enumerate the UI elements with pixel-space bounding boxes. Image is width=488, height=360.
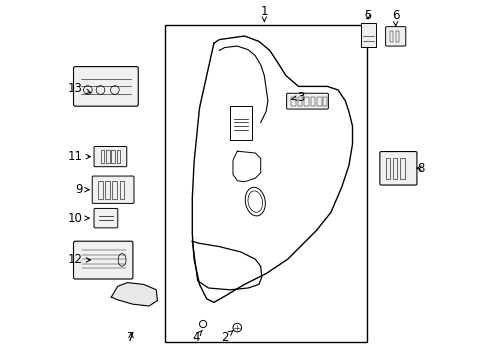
Bar (399, 158, 404, 179)
FancyBboxPatch shape (94, 208, 118, 228)
FancyBboxPatch shape (286, 93, 328, 109)
Text: 2: 2 (221, 330, 233, 344)
FancyBboxPatch shape (92, 176, 134, 203)
Bar (395, 31, 398, 42)
Text: 1: 1 (260, 5, 267, 21)
Text: 10: 10 (67, 212, 89, 225)
Bar (117, 150, 120, 163)
Text: 9: 9 (75, 183, 89, 196)
Text: 12: 12 (67, 253, 90, 266)
Bar (310, 97, 314, 106)
Bar (385, 158, 389, 179)
Bar (112, 181, 117, 199)
Bar (392, 158, 397, 179)
Bar (291, 97, 295, 106)
Bar (304, 97, 308, 106)
Bar (106, 150, 109, 163)
Text: 7: 7 (127, 331, 135, 344)
Text: 11: 11 (67, 150, 90, 163)
Text: 13: 13 (67, 82, 90, 95)
Bar (111, 150, 115, 163)
Bar (230, 106, 251, 140)
Bar (317, 97, 321, 106)
Bar (98, 181, 102, 199)
Bar (105, 181, 110, 199)
Bar (120, 181, 124, 199)
FancyBboxPatch shape (73, 67, 138, 106)
Bar (165, 25, 366, 342)
Bar (361, 23, 375, 47)
Text: 5: 5 (364, 9, 371, 22)
Bar (389, 31, 392, 42)
Text: 6: 6 (391, 9, 399, 26)
Bar (297, 97, 302, 106)
Text: 8: 8 (416, 162, 424, 175)
FancyBboxPatch shape (73, 241, 133, 279)
FancyBboxPatch shape (385, 27, 405, 46)
FancyBboxPatch shape (379, 152, 416, 185)
Text: 3: 3 (291, 91, 304, 104)
Text: 4: 4 (192, 330, 202, 344)
Polygon shape (111, 283, 157, 306)
Bar (101, 150, 104, 163)
FancyBboxPatch shape (94, 147, 126, 167)
Bar (322, 97, 326, 106)
